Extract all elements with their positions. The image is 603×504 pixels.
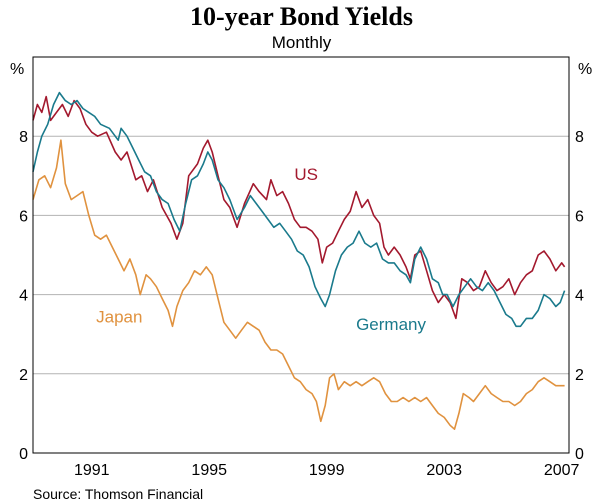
series-line-germany bbox=[32, 91, 566, 328]
y-tick-label-right: 0 bbox=[575, 446, 584, 463]
x-tick-label: 2003 bbox=[426, 462, 462, 479]
y-tick-label-left: 8 bbox=[19, 129, 28, 146]
y-tick-label-left: 4 bbox=[19, 288, 28, 305]
y-tick-label-right: 4 bbox=[575, 288, 584, 305]
tick-labels: 0 0 2 2 4 4 6 6 8 8 1991 1995 1999 2003 2007 bbox=[19, 129, 584, 479]
x-tick-label: 2007 bbox=[544, 462, 580, 479]
series-line-japan bbox=[32, 139, 565, 430]
series-lines bbox=[32, 91, 566, 430]
y-tick-label-right: 8 bbox=[575, 129, 584, 146]
chart-title: 10-year Bond Yields bbox=[190, 2, 413, 31]
y-tick-label-right: 2 bbox=[575, 367, 584, 384]
y-tick-label-left: 6 bbox=[19, 208, 28, 225]
gridlines bbox=[33, 135, 569, 375]
y-tick-label-right: 6 bbox=[575, 208, 584, 225]
chart-subtitle: Monthly bbox=[271, 33, 332, 52]
y-tick-label-left: 0 bbox=[19, 446, 28, 463]
y-axis-label-left: % bbox=[10, 61, 24, 78]
x-tick-label: 1999 bbox=[309, 462, 345, 479]
series-label-germany: Germany bbox=[356, 315, 426, 334]
plot-frame bbox=[32, 56, 570, 454]
y-axis-label-right: % bbox=[578, 61, 592, 78]
x-tick-label: 1995 bbox=[191, 462, 227, 479]
series-label-us: US bbox=[294, 165, 318, 184]
series-label-japan: Japan bbox=[96, 307, 142, 326]
y-tick-label-left: 2 bbox=[19, 367, 28, 384]
x-tick-label: 1991 bbox=[74, 462, 110, 479]
source-note: Source: Thomson Financial bbox=[33, 486, 204, 502]
series-line-us bbox=[32, 95, 566, 320]
